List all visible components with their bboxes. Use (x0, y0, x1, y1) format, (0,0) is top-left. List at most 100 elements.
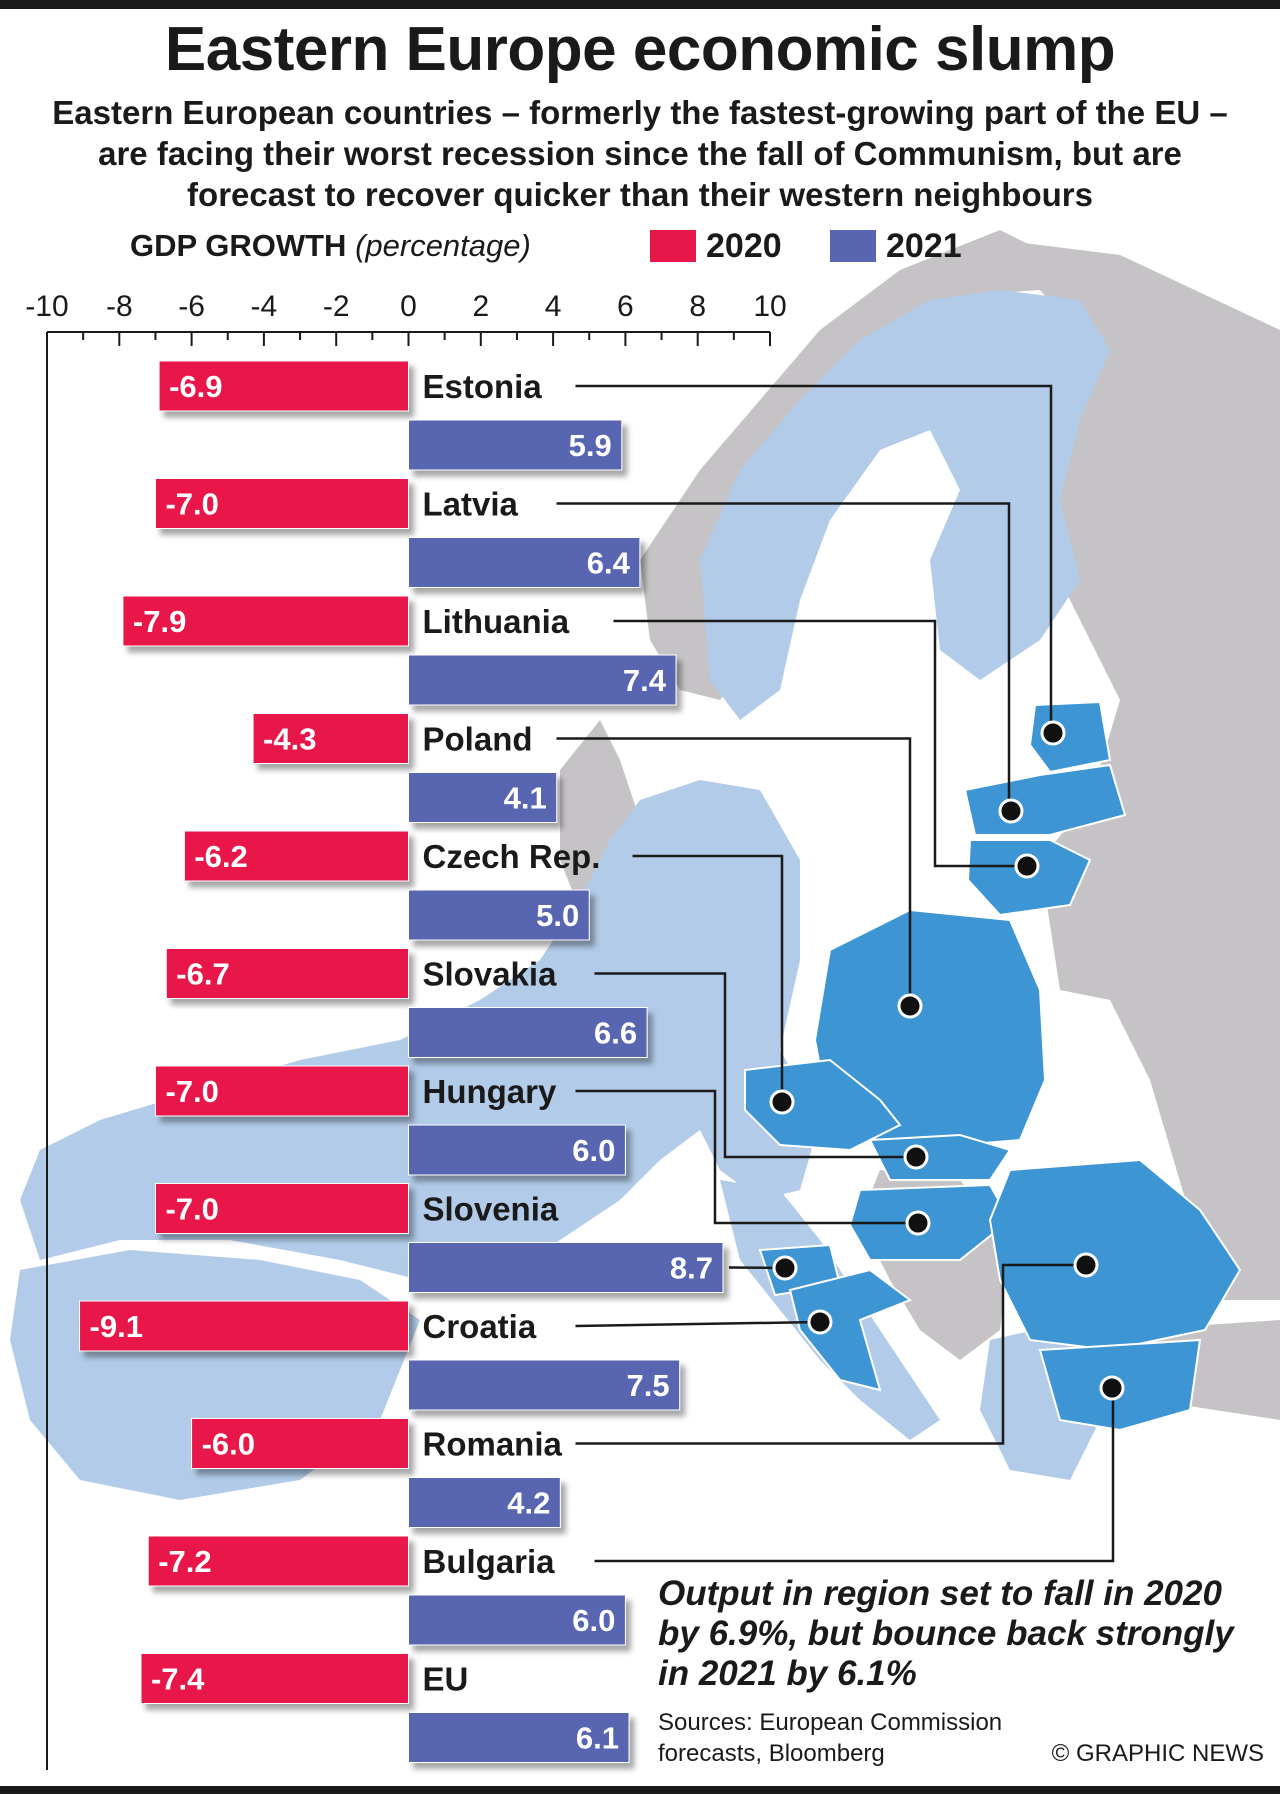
bar-2021-croatia (408, 1359, 681, 1411)
bar-2020-czechrep (183, 830, 409, 882)
bar-2020-bulgaria (147, 1535, 409, 1587)
category-label: Romania (423, 1426, 563, 1463)
location-dot (1099, 1375, 1125, 1401)
map-romania (988, 1158, 1242, 1352)
bar-label-2021: 5.0 (536, 898, 579, 933)
leader-line (556, 737, 912, 1006)
page-title: Eastern Europe economic slump (164, 15, 1116, 84)
bar-label-2020: -6.0 (202, 1427, 255, 1462)
bar-2020-poland (252, 713, 409, 764)
x-tick-label: 8 (689, 290, 706, 323)
bar-label-2021: 7.4 (623, 663, 667, 698)
bar-label-2020: -7.0 (165, 487, 218, 522)
leader-line (594, 972, 916, 1159)
axis-title-label: GDP GROWTH (130, 228, 347, 263)
bar-2020-slovakia (165, 948, 409, 999)
summary-note: Output in region set to fall in 2020 by … (658, 1574, 1234, 1693)
leader-line (575, 1089, 918, 1225)
leader-line (594, 1386, 1115, 1563)
bar-2020-slovenia (154, 1183, 409, 1234)
bar-2021-poland (408, 772, 558, 823)
bar-2020-eu (140, 1653, 410, 1704)
page-subtitle: Eastern European countries – formerly th… (52, 94, 1228, 213)
x-tick-label: -8 (106, 290, 133, 323)
bar-2021-lithuania (408, 654, 677, 706)
location-dot (905, 1210, 931, 1236)
bar-2020-croatia (79, 1300, 409, 1352)
bar-label-2020: -7.2 (158, 1544, 211, 1579)
bar-label-2020: -7.0 (165, 1192, 218, 1227)
bar-label-2021: 4.2 (507, 1486, 550, 1521)
bar-label-2021: 6.4 (587, 546, 631, 581)
axis-title: GDP GROWTH (percentage) (130, 228, 531, 264)
location-dot (897, 993, 923, 1019)
top-rule (0, 0, 1280, 9)
bar-label-2021: 6.0 (572, 1133, 615, 1168)
sources-text: Sources: European Commission forecasts, … (658, 1709, 1003, 1767)
bar-2020-hungary (154, 1065, 409, 1117)
location-dot (769, 1089, 795, 1115)
bar-label-2021: 6.1 (576, 1721, 619, 1756)
category-label: Poland (423, 721, 533, 758)
bar-label-2021: 8.7 (670, 1251, 713, 1286)
bar-2021-eu (408, 1712, 630, 1763)
legend-item-2020: 2020 (650, 226, 782, 266)
x-tick-label: -10 (25, 290, 68, 323)
bar-2021-romania (408, 1477, 561, 1528)
category-label: Lithuania (423, 603, 570, 640)
bar-2020-romania (191, 1418, 409, 1469)
category-label: Bulgaria (423, 1543, 556, 1580)
legend-swatch-2020 (650, 230, 696, 262)
bar-label-2021: 5.9 (569, 428, 612, 463)
leader-line (632, 854, 784, 1102)
location-dot (903, 1144, 929, 1170)
bar-2021-slovakia (408, 1007, 648, 1058)
category-label: Hungary (423, 1073, 558, 1110)
location-dot (998, 798, 1024, 824)
x-tick-label: -4 (251, 290, 278, 323)
bar-2021-hungary (408, 1124, 626, 1176)
bar-label-2021: 6.6 (594, 1016, 637, 1051)
bar-2020-lithuania (122, 595, 409, 647)
bar-2021-czechrep (408, 889, 590, 941)
bar-label-2020: -7.4 (151, 1662, 205, 1697)
bar-label-2020: -6.7 (176, 957, 229, 992)
category-label: Croatia (423, 1308, 537, 1345)
category-label: Latvia (423, 486, 519, 523)
x-tick-label: 6 (617, 290, 634, 323)
bar-label-2021: 4.1 (504, 781, 547, 816)
bar-label-2021: 6.0 (572, 1603, 615, 1638)
bar-2021-estonia (408, 419, 623, 471)
leader-line (575, 1263, 1086, 1445)
map-non-eu-russia (900, 240, 1280, 1300)
x-tick-label: -6 (178, 290, 205, 323)
category-label: Czech Rep. (423, 838, 601, 875)
category-label: Slovakia (423, 956, 558, 993)
x-tick-label: 2 (472, 290, 489, 323)
bottom-rule (0, 1786, 1280, 1794)
location-dot (772, 1255, 798, 1281)
leader-line (613, 619, 1027, 868)
legend-label-2021: 2021 (886, 226, 962, 265)
bar-2021-bulgaria (408, 1594, 626, 1646)
map-czech (744, 1058, 902, 1152)
bar-label-2020: -4.3 (263, 722, 316, 757)
bar-label-2021: 7.5 (627, 1368, 670, 1403)
map-eu-scandinavia (700, 290, 1110, 720)
map-croatia (788, 1268, 913, 1392)
bar-label-2020: -7.9 (133, 604, 186, 639)
location-dot (1073, 1252, 1099, 1278)
x-tick-label: 4 (545, 290, 562, 323)
x-tick-label: -2 (323, 290, 350, 323)
location-dot (1040, 720, 1066, 746)
bar-2021-slovenia (408, 1242, 724, 1293)
bar-2021-latvia (408, 537, 641, 588)
legend-label-2020: 2020 (706, 226, 782, 265)
axis-title-unit: (percentage) (355, 228, 531, 263)
x-tick-label: 0 (400, 290, 417, 323)
location-dot (807, 1309, 833, 1335)
category-label: EU (423, 1661, 469, 1698)
legend-item-2021: 2021 (830, 226, 962, 266)
